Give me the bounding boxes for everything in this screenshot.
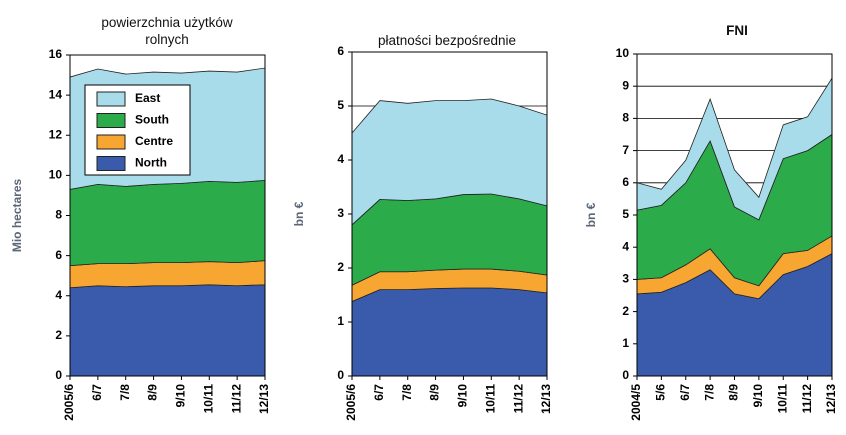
x-tick-label: 12/13 bbox=[539, 384, 553, 414]
x-tick-label: 5/6 bbox=[654, 384, 668, 401]
y-tick-label: 4 bbox=[55, 288, 62, 302]
y-tick-label: 1 bbox=[337, 314, 344, 328]
x-tick-label: 9/10 bbox=[456, 384, 470, 408]
y-tick-label: 5 bbox=[622, 207, 629, 221]
y-tick-label: 1 bbox=[622, 336, 629, 350]
y-tick-label: 10 bbox=[616, 46, 630, 60]
legend-swatch bbox=[96, 91, 126, 107]
area bbox=[69, 179, 266, 267]
chart-title: powierzchnia użytków rolnych bbox=[101, 15, 233, 47]
y-tick-label: 4 bbox=[622, 239, 629, 253]
y-tick-label: 8 bbox=[55, 208, 62, 222]
x-tick-label: 10/11 bbox=[483, 384, 497, 414]
x-tick-label: 8/9 bbox=[146, 384, 160, 401]
y-tick-label: 4 bbox=[337, 152, 344, 166]
x-tick-label: 6/7 bbox=[90, 384, 104, 401]
x-tick-label: 9/10 bbox=[751, 384, 765, 408]
legend-label: South bbox=[135, 113, 169, 127]
area bbox=[351, 287, 548, 377]
y-tick-label: 0 bbox=[337, 368, 344, 382]
x-tick-label: 7/8 bbox=[702, 384, 716, 401]
x-tick-label: 12/13 bbox=[824, 384, 838, 414]
y-tick-label: 8 bbox=[622, 111, 629, 125]
y-tick-label: 14 bbox=[49, 87, 63, 101]
x-tick-label: 11/12 bbox=[229, 384, 243, 414]
legend-label: North bbox=[135, 156, 167, 170]
area bbox=[69, 260, 266, 289]
x-tick-label: 7/8 bbox=[400, 384, 414, 401]
y-tick-label: 3 bbox=[622, 272, 629, 286]
y-tick-label: 0 bbox=[55, 368, 62, 382]
x-tick-label: 2005/6 bbox=[344, 384, 358, 421]
legend-swatch bbox=[96, 156, 126, 171]
x-tick-label: 8/9 bbox=[428, 384, 442, 401]
y-tick-label: 0 bbox=[622, 368, 629, 382]
chart-title: płatności bezpośrednie bbox=[377, 33, 517, 48]
x-tick-label: 6/7 bbox=[372, 384, 386, 401]
x-tick-label: 12/13 bbox=[257, 384, 271, 414]
y-tick-label: 9 bbox=[622, 78, 629, 92]
x-tick-label: 10/11 bbox=[775, 384, 789, 414]
legend-label: Centre bbox=[135, 134, 173, 148]
y-axis-label: bn € bbox=[584, 202, 598, 227]
y-tick-label: 12 bbox=[49, 127, 63, 141]
x-tick-label: 11/12 bbox=[511, 384, 525, 414]
legend-swatch bbox=[96, 113, 126, 128]
y-axis-label: bn € bbox=[292, 201, 306, 226]
y-axis-label: Mio hectares bbox=[10, 178, 24, 252]
chart-title: FNI bbox=[726, 23, 748, 38]
x-tick-label: 8/9 bbox=[727, 384, 741, 401]
y-tick-label: 6 bbox=[337, 44, 344, 58]
y-tick-label: 2 bbox=[622, 304, 629, 318]
y-tick-label: 2 bbox=[55, 328, 62, 342]
y-tick-label: 2 bbox=[337, 260, 344, 274]
x-tick-label: 7/8 bbox=[118, 384, 132, 401]
x-tick-label: 2005/6 bbox=[62, 384, 76, 421]
legend-swatch bbox=[96, 134, 126, 150]
y-tick-label: 7 bbox=[622, 143, 629, 157]
x-tick-label: 2004/5 bbox=[629, 384, 643, 421]
x-tick-label: 9/10 bbox=[174, 384, 188, 408]
legend-label: East bbox=[135, 91, 160, 105]
y-tick-label: 6 bbox=[55, 248, 62, 262]
y-tick-label: 3 bbox=[337, 206, 344, 220]
area bbox=[69, 284, 266, 377]
x-tick-label: 6/7 bbox=[678, 384, 692, 401]
y-tick-label: 10 bbox=[49, 168, 63, 182]
x-tick-label: 11/12 bbox=[800, 384, 814, 414]
x-tick-label: 10/11 bbox=[201, 384, 215, 414]
y-tick-label: 5 bbox=[337, 98, 344, 112]
y-tick-label: 6 bbox=[622, 175, 629, 189]
y-tick-label: 16 bbox=[49, 47, 63, 61]
